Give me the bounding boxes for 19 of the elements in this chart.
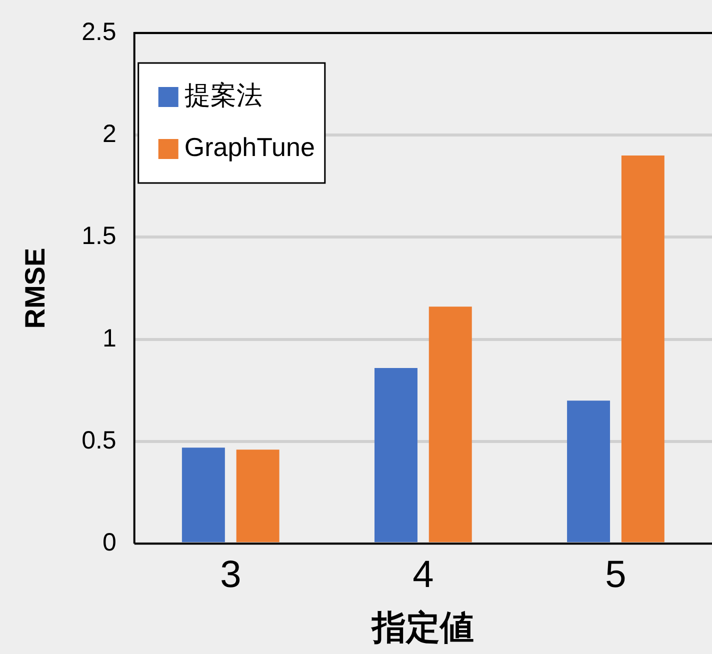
legend-label: 提案法 (184, 80, 262, 110)
bar (567, 400, 610, 542)
y-tick-label: 2.5 (82, 18, 116, 46)
x-tick-label: 5 (605, 554, 626, 596)
legend-label: GraphTune (184, 132, 315, 162)
y-tick-label: 1 (102, 324, 116, 352)
x-tick-label: 4 (412, 554, 434, 596)
y-tick-label: 1.5 (82, 222, 116, 250)
bar (374, 368, 418, 542)
y-tick-label: 0.5 (82, 426, 116, 454)
bar (428, 306, 472, 542)
bar (236, 450, 280, 542)
y-tick-label: 0 (102, 528, 116, 556)
bar (182, 448, 225, 542)
x-tick-label: 3 (220, 554, 242, 596)
y-axis-title: RMSE (20, 248, 51, 329)
bar (621, 156, 664, 542)
y-tick-label: 2 (102, 120, 116, 148)
x-axis-title: 指定値 (370, 608, 474, 647)
